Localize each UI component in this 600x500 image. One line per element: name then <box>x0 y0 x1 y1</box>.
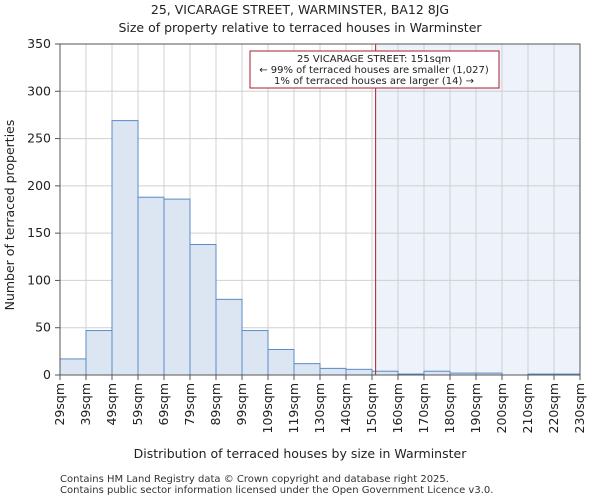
histogram-bar <box>345 368 373 376</box>
histogram-bar <box>319 367 347 376</box>
highlight-region-layer <box>375 44 580 375</box>
y-tick-label: 150 <box>27 225 51 240</box>
annotation-line-2: ← 99% of terraced houses are smaller (1,… <box>259 65 489 76</box>
annotation-line-1: 25 VICARAGE STREET: 151sqm <box>297 54 451 65</box>
x-tick-label: 59sqm <box>130 383 145 426</box>
histogram-bar <box>241 330 269 376</box>
footer-licence: Contains public sector information licen… <box>60 485 494 496</box>
x-tick-label: 109sqm <box>260 383 275 433</box>
y-axis-title: Number of terraced properties <box>2 120 17 311</box>
chart-subtitle: Size of property relative to terraced ho… <box>118 20 482 35</box>
histogram-bar <box>59 358 87 376</box>
histogram-bar <box>163 198 191 376</box>
x-tick-label: 89sqm <box>208 383 223 426</box>
y-tick-label: 250 <box>27 131 51 146</box>
axis-layer: 0 50 100 150 200 250 300 350 29sqm 39sqm 49sqm 59sq… <box>27 36 587 433</box>
chart-title: 25, VICARAGE STREET, WARMINSTER, BA12 8J… <box>151 2 449 17</box>
x-tick-label: 119sqm <box>286 383 301 433</box>
x-tick-label: 170sqm <box>416 383 431 433</box>
x-tick-label: 190sqm <box>468 383 483 433</box>
x-axis-title: Distribution of terraced houses by size … <box>134 446 468 461</box>
x-tick-label: 49sqm <box>104 383 119 426</box>
histogram-bar <box>293 363 321 376</box>
y-tick-label: 350 <box>27 36 51 51</box>
y-tick-label: 50 <box>35 320 51 335</box>
histogram-bar <box>267 348 295 376</box>
histogram-bar <box>189 243 217 376</box>
annotation-line-3: 1% of terraced houses are larger (14) → <box>274 76 474 87</box>
histogram-bar <box>111 120 139 376</box>
annotation-border <box>249 50 500 89</box>
y-tick-label: 0 <box>43 367 51 382</box>
bars-layer <box>59 120 581 376</box>
histogram-bar <box>423 370 451 376</box>
x-tick-label: 230sqm <box>572 383 587 433</box>
y-tick-label: 300 <box>27 83 51 98</box>
footer-copyright: Contains HM Land Registry data © Crown c… <box>60 474 449 485</box>
x-tick-label: 200sqm <box>494 383 509 433</box>
y-tick-label: 200 <box>27 178 51 193</box>
x-tick-label: 160sqm <box>390 383 405 433</box>
x-tick-label: 130sqm <box>312 383 327 433</box>
x-tick-label: 220sqm <box>546 383 561 433</box>
x-tick-label: 29sqm <box>52 383 67 426</box>
histogram-bar <box>215 298 243 376</box>
x-tick-label: 79sqm <box>182 383 197 426</box>
x-tick-label: 69sqm <box>156 383 171 426</box>
highlight-region <box>375 44 580 375</box>
annotation-box: 25 VICARAGE STREET: 151sqm ← 99% of terr… <box>249 50 500 89</box>
x-tick-label: 180sqm <box>442 383 457 433</box>
histogram-bar <box>85 330 113 376</box>
x-tick-label: 99sqm <box>234 383 249 426</box>
histogram-bar <box>137 196 165 376</box>
x-tick-label: 210sqm <box>520 383 535 433</box>
x-tick-label: 39sqm <box>78 383 93 426</box>
y-tick-label: 100 <box>27 272 51 287</box>
x-tick-label: 150sqm <box>364 383 379 433</box>
x-tick-label: 140sqm <box>338 383 353 433</box>
